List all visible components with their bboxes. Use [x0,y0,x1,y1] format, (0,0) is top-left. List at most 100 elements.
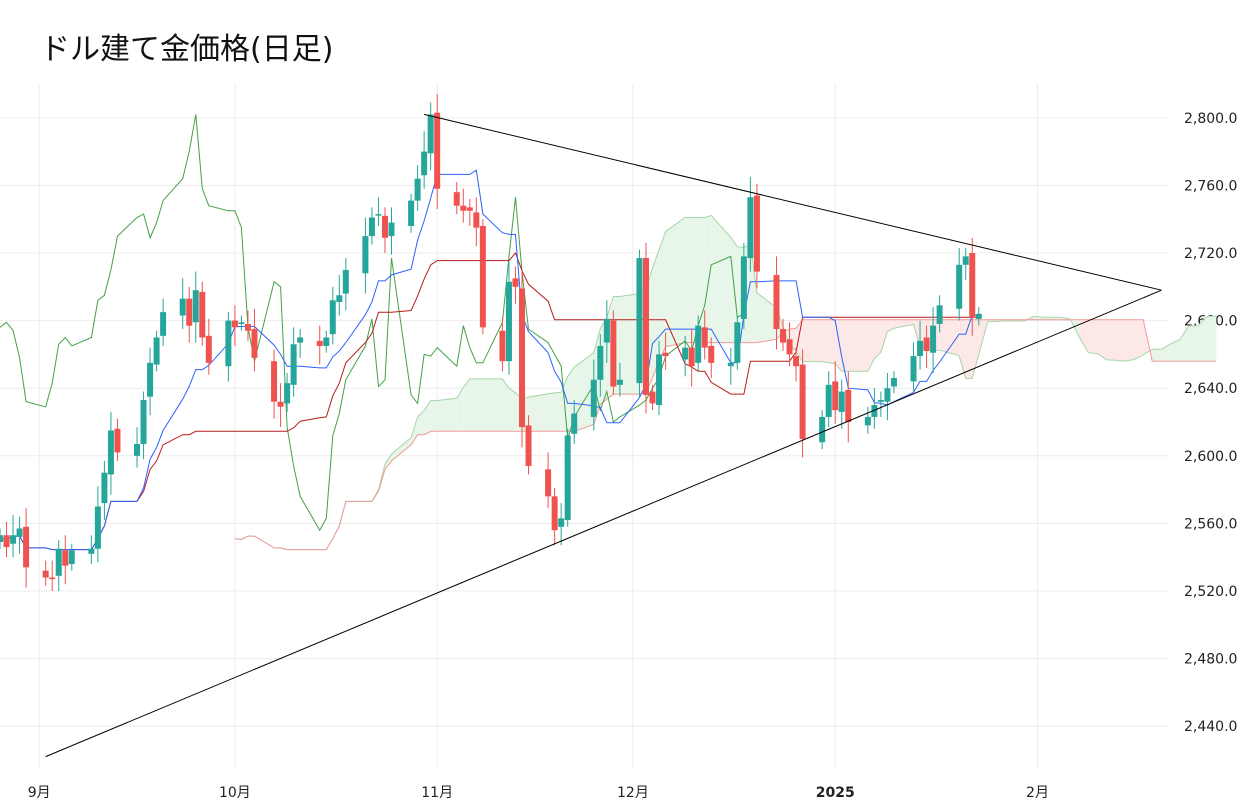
cloud-segment [711,215,731,343]
candle-body [864,416,871,426]
candle [10,514,17,558]
candle [688,329,695,387]
trend-line-upper [424,113,1162,291]
cloud-segment [1097,319,1107,360]
candle-body [88,548,95,554]
candle-body [244,323,251,331]
candle [466,198,473,226]
candle [186,286,193,343]
candle [975,307,982,326]
candle-body [453,192,460,206]
candle-body [884,388,891,402]
candle [88,535,95,564]
candle [603,300,610,363]
candle-body [134,443,141,456]
candle [701,310,708,360]
cloud-segment [574,352,594,432]
candle-body [342,269,349,294]
candle [225,312,232,382]
candle [0,528,3,549]
candle [323,330,330,353]
candle-body [62,550,69,566]
x-tick-label: 11月 [421,785,453,801]
candle-body [793,356,800,367]
candle-body [362,236,369,274]
cloud-segment [482,378,503,432]
candle [297,329,304,358]
candle-body [414,178,421,201]
candle [107,411,114,495]
candle [244,310,251,341]
candle [662,332,669,370]
candle-body [688,347,695,367]
candle-body [616,379,623,385]
candle [271,349,278,419]
candle [62,535,69,585]
candle [936,295,943,333]
cloud-segment [391,437,412,461]
candle-body [519,288,526,428]
candle-body [962,256,969,265]
candle [864,406,871,434]
candle-body [466,207,473,211]
cloud-segment [528,393,549,432]
chart-title: ドル建て金価格(日足) [40,32,334,67]
cloud-segment [411,416,418,445]
candle [682,335,689,377]
candle [930,307,937,373]
candle-body [0,535,3,542]
candle [819,410,826,450]
candle [231,305,238,346]
cloud-segment [463,378,470,432]
candle-body [845,389,852,422]
cloud-segment [841,319,849,372]
x-tick-label: 9月 [28,785,51,801]
candle-body [323,337,330,346]
cloud-segment [1134,319,1144,360]
candle-body [753,195,760,272]
cloud-segment [384,454,392,470]
cloud-segment [1124,319,1135,362]
candle [414,165,421,211]
cloud-segment [802,319,823,362]
candle [727,347,734,385]
candle [571,400,578,444]
cloud-segment [750,243,757,343]
candle [962,247,969,281]
cloud-segment [665,217,686,347]
candles [0,94,982,591]
cloud-segment [554,392,562,432]
candle [290,327,297,397]
candle [499,317,506,372]
candle-body [786,339,793,355]
y-tick-label: 2,520.0 [1184,584,1237,600]
candle-body [186,298,193,326]
candle-body [780,329,787,343]
candle [23,508,30,588]
cloud-segment [469,378,477,432]
candle-body [740,256,747,319]
cloud-segment [1179,325,1189,362]
candle-body [636,258,643,384]
candle [453,182,460,215]
candle-body [368,217,375,237]
candle-body [271,361,278,402]
candle-body [734,322,741,363]
candle-body [564,435,571,521]
candle-body [832,381,839,411]
lagging-span [0,114,745,532]
candle-body [408,200,415,226]
cloud-segment [691,217,699,343]
cloud-segment [756,292,777,343]
candle [460,188,467,223]
candle [525,415,532,475]
candle-body [16,528,23,537]
candle [381,207,388,253]
conversion-line [0,169,979,551]
candle-body [682,347,689,360]
candle-body [708,345,715,363]
cloud-segment [828,319,836,364]
candle-body [297,337,304,343]
candle-body [231,320,238,328]
candle [923,325,930,368]
